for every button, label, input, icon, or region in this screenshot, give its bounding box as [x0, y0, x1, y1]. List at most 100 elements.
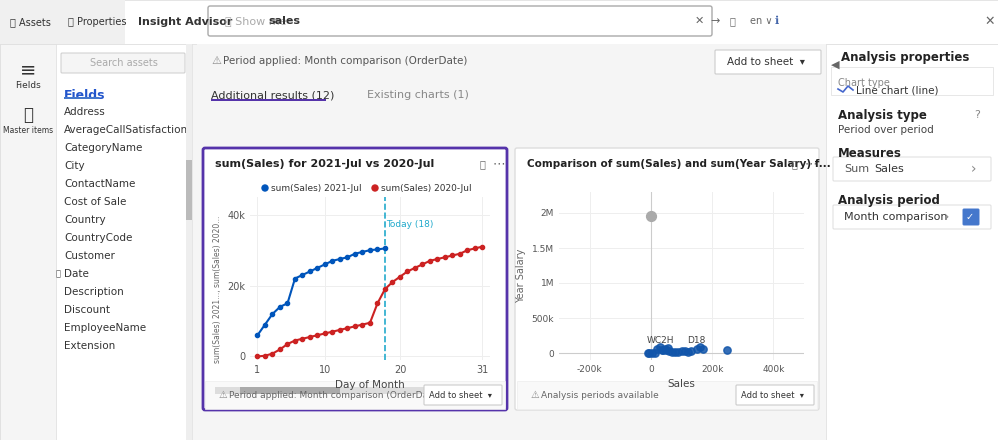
Text: Cost of Sale: Cost of Sale [64, 197, 127, 207]
Text: ⬜ Properties: ⬜ Properties [68, 17, 127, 27]
Point [692, 344, 708, 351]
Point [640, 349, 656, 356]
Point [665, 348, 681, 355]
FancyBboxPatch shape [0, 0, 998, 44]
FancyBboxPatch shape [833, 157, 991, 181]
Text: en ∨: en ∨ [750, 16, 772, 26]
Point [648, 349, 664, 356]
Text: ⛓: ⛓ [23, 106, 33, 124]
Text: 🎤: 🎤 [730, 16, 736, 26]
Point [655, 347, 671, 354]
Text: Master items: Master items [3, 125, 53, 135]
Text: EmployeeName: EmployeeName [64, 323, 146, 333]
Text: ◀: ◀ [831, 60, 839, 70]
Bar [64, 97, 99, 99]
Text: ✕: ✕ [984, 15, 994, 27]
Point [660, 345, 676, 352]
Bar [186, 44, 192, 440]
Bar [211, 99, 326, 101]
Text: CountryCode: CountryCode [64, 233, 133, 243]
Bar [0, 0, 60, 44]
Text: ⋯: ⋯ [805, 158, 817, 171]
FancyBboxPatch shape [61, 53, 185, 73]
Text: sum(Sales) 2021-Jul: sum(Sales) 2021-Jul [271, 183, 361, 193]
Text: Analysis type: Analysis type [838, 109, 927, 121]
Point [671, 348, 687, 356]
Point [642, 349, 658, 356]
Text: Sales: Sales [874, 164, 904, 174]
Circle shape [372, 185, 378, 191]
Text: AverageCallSatisfaction: AverageCallSatisfaction [64, 125, 189, 135]
Text: Customer: Customer [64, 251, 115, 261]
Point [683, 348, 699, 355]
Text: Date: Date [64, 269, 89, 279]
Text: Fields: Fields [15, 81, 41, 89]
Point [654, 346, 670, 353]
Point [677, 347, 693, 354]
Text: sum(Sales) for 2021-Jul vs 2020-Jul: sum(Sales) for 2021-Jul vs 2020-Jul [215, 159, 434, 169]
Point [689, 345, 705, 352]
Bar [186, 160, 192, 220]
Text: Comparison of sum(Sales) and sum(Year Salary) f...: Comparison of sum(Sales) and sum(Year Sa… [527, 159, 830, 169]
Point [659, 346, 675, 353]
X-axis label: Day of Month: Day of Month [335, 381, 405, 390]
Bar [0, 44, 192, 440]
Text: Add to sheet  ▾: Add to sheet ▾ [727, 57, 805, 67]
FancyBboxPatch shape [736, 385, 814, 405]
Text: Add to sheet  ▾: Add to sheet ▾ [742, 391, 804, 400]
Text: Fields: Fields [64, 88, 106, 102]
Text: Description: Description [64, 287, 124, 297]
Text: Analysis periods available: Analysis periods available [541, 391, 659, 400]
Text: Add to sheet  ▾: Add to sheet ▾ [429, 391, 492, 400]
Text: Line chart (line): Line chart (line) [856, 85, 938, 95]
Text: ?: ? [974, 110, 980, 120]
Text: ⛶: ⛶ [480, 159, 486, 169]
Point [643, 213, 659, 220]
Text: Period applied: Month comparison (OrderDate): Period applied: Month comparison (OrderD… [229, 391, 441, 400]
FancyBboxPatch shape [715, 50, 821, 74]
Text: Discount: Discount [64, 305, 110, 315]
Circle shape [262, 185, 268, 191]
Point [680, 348, 696, 355]
Point [645, 349, 661, 356]
Point [720, 346, 736, 353]
Bar [826, 44, 998, 440]
Text: Address: Address [64, 107, 106, 117]
Text: Period applied: Month comparison (OrderDate): Period applied: Month comparison (OrderD… [223, 56, 467, 66]
Point [695, 345, 711, 352]
Point [674, 348, 690, 355]
Bar [60, 0, 125, 44]
Text: D18: D18 [687, 336, 706, 345]
Bar [205, 381, 505, 409]
FancyBboxPatch shape [424, 385, 502, 405]
Text: ≡: ≡ [20, 61, 36, 80]
Bar [215, 387, 495, 394]
FancyBboxPatch shape [203, 148, 507, 410]
FancyBboxPatch shape [833, 205, 991, 229]
Text: sales: sales [268, 16, 300, 26]
Text: Measures: Measures [838, 147, 902, 160]
Text: Search assets: Search assets [90, 58, 158, 68]
Text: Analysis properties: Analysis properties [841, 51, 969, 63]
FancyBboxPatch shape [963, 209, 979, 225]
Text: ⚠: ⚠ [211, 56, 221, 66]
Point [657, 346, 673, 353]
Text: 🔍 Show me: 🔍 Show me [225, 16, 290, 26]
Text: Chart type: Chart type [838, 78, 890, 88]
Point [649, 345, 665, 352]
Point [652, 344, 668, 351]
Bar [197, 44, 826, 440]
Text: ✓: ✓ [966, 212, 974, 222]
Bar [0, 44, 56, 440]
Text: 📅: 📅 [56, 269, 61, 279]
Y-axis label: Year Salary: Year Salary [516, 249, 526, 303]
Text: Analysis period: Analysis period [838, 194, 940, 206]
Text: ✕: ✕ [695, 16, 705, 26]
Text: Sum: Sum [844, 164, 869, 174]
Bar [831, 67, 993, 95]
Text: ⚠: ⚠ [531, 390, 540, 400]
Text: Country: Country [64, 215, 106, 225]
Bar [240, 387, 340, 394]
Text: Insight Advisor: Insight Advisor [138, 17, 233, 27]
Text: WC2H: WC2H [647, 336, 674, 345]
